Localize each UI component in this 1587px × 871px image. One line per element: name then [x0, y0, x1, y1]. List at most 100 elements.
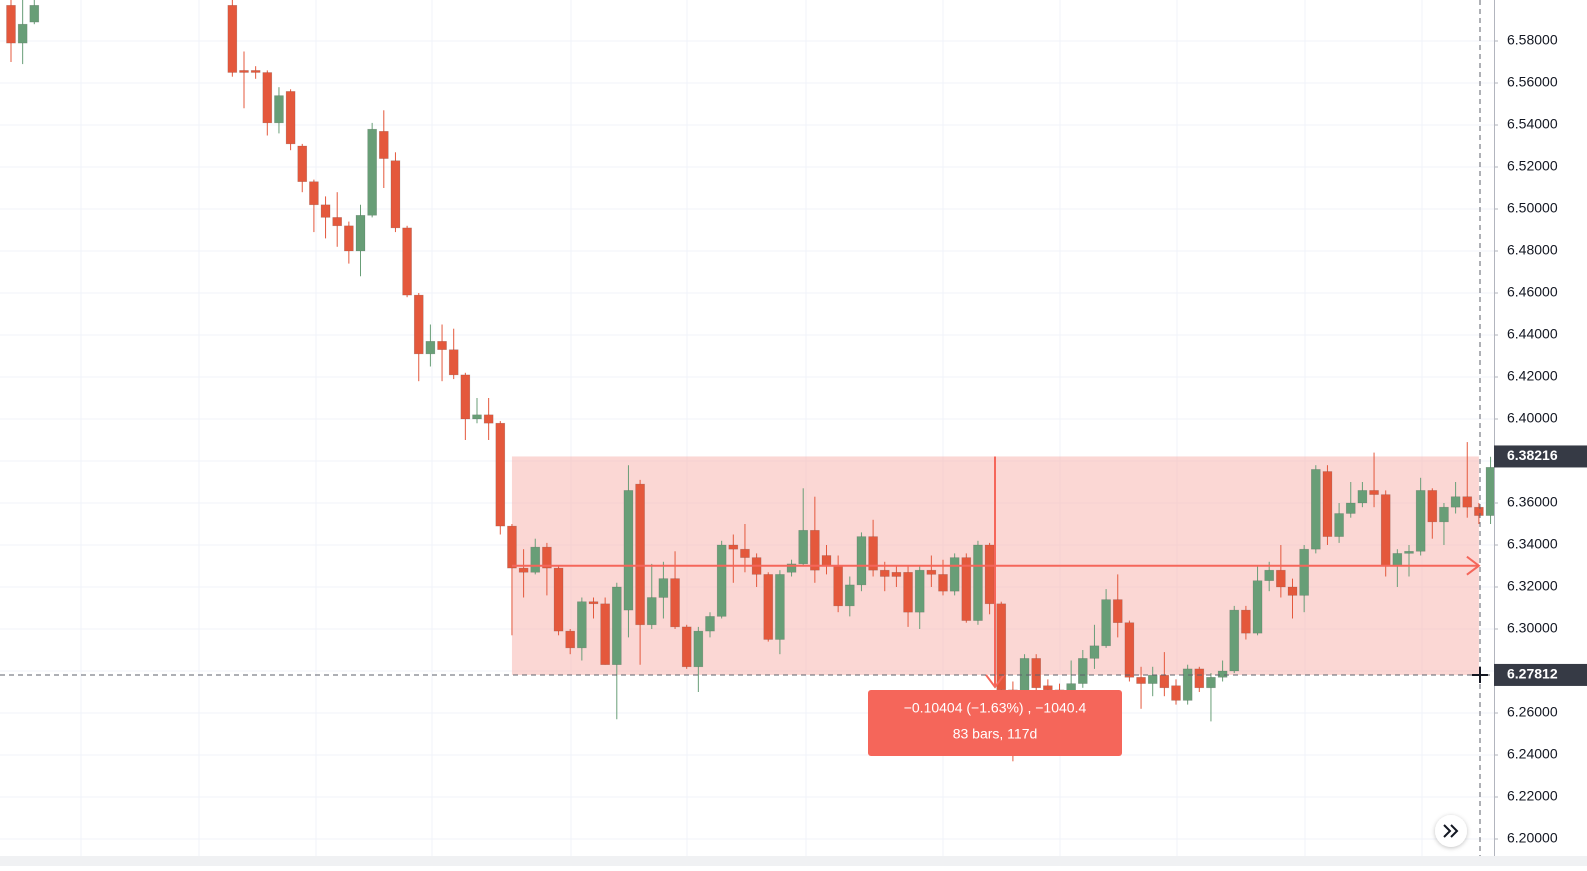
- candle-body: [681, 626, 692, 668]
- y-tick-label: 6.40000: [1507, 410, 1558, 426]
- price-label: 6.27812: [1507, 666, 1558, 682]
- candle-body: [1252, 580, 1263, 634]
- candle-body: [670, 578, 680, 628]
- candle-body: [646, 597, 657, 626]
- measure-label-line: 83 bars, 117d: [953, 726, 1038, 742]
- candle-body: [577, 601, 587, 649]
- candle-body: [879, 569, 890, 577]
- candle-body: [600, 603, 610, 665]
- candle-body: [507, 525, 517, 569]
- price-label: 6.38216: [1507, 447, 1558, 463]
- scroll-icon[interactable]: [1443, 824, 1459, 838]
- candle-body: [1474, 506, 1484, 516]
- candle-body: [1241, 609, 1251, 634]
- candle-body: [740, 548, 750, 558]
- y-tick-label: 6.58000: [1507, 32, 1558, 48]
- candle-body: [402, 227, 412, 296]
- candle-body: [518, 567, 529, 573]
- candle-body: [728, 544, 739, 550]
- candle-body: [250, 70, 261, 73]
- candle-body: [903, 571, 913, 613]
- candle-body: [1485, 466, 1494, 516]
- candles: [6, 0, 1494, 762]
- candle-body: [448, 349, 459, 376]
- scroll-button[interactable]: [1435, 815, 1467, 847]
- candle-body: [763, 574, 774, 640]
- candle-body: [227, 4, 238, 73]
- candle-body: [437, 340, 447, 350]
- y-tick-label: 6.36000: [1507, 494, 1558, 510]
- candle-body: [1159, 674, 1170, 689]
- y-tick-label: 6.52000: [1507, 158, 1558, 174]
- y-tick-label: 6.30000: [1507, 620, 1558, 636]
- candle-body: [367, 128, 377, 216]
- candle-body: [984, 544, 995, 605]
- candle-body: [1415, 490, 1426, 552]
- candle-body: [716, 544, 727, 617]
- candle-body: [1043, 685, 1053, 691]
- price-axis: 6.200006.220006.240006.260006.280006.300…: [1494, 32, 1587, 846]
- candle-body: [285, 91, 296, 145]
- candle-body: [1392, 553, 1403, 567]
- candle-body: [926, 569, 937, 575]
- candle-body: [29, 4, 40, 23]
- y-tick-label: 6.46000: [1507, 284, 1558, 300]
- candle-body: [961, 557, 972, 621]
- candle-body: [1439, 506, 1449, 523]
- candle-body: [693, 630, 704, 668]
- y-tick-label: 6.44000: [1507, 326, 1558, 342]
- candle-body: [1206, 676, 1216, 689]
- candle-body: [1101, 599, 1111, 647]
- y-tick-label: 6.22000: [1507, 788, 1558, 804]
- candle-body: [565, 630, 576, 649]
- crosshair-cursor: [1472, 666, 1488, 683]
- candle-body: [355, 214, 366, 252]
- price-label-box: [1494, 663, 1587, 686]
- candle-body: [239, 70, 249, 73]
- measure-label-box: [868, 690, 1122, 756]
- candle-body: [891, 571, 902, 577]
- candle-body: [611, 586, 622, 665]
- measure-label-line: −0.10404 (−1.63%) , −1040.4: [904, 700, 1087, 716]
- candle-body: [1124, 622, 1135, 678]
- candle-body: [705, 616, 715, 632]
- candle-body: [1147, 674, 1158, 684]
- y-tick-label: 6.56000: [1507, 74, 1558, 90]
- candle-body: [320, 204, 331, 218]
- candle-body: [309, 181, 319, 206]
- candle-body: [810, 529, 820, 571]
- candle-body: [262, 72, 273, 124]
- candle-body: [1182, 668, 1193, 701]
- y-tick-label: 6.26000: [1507, 704, 1558, 720]
- candle-body: [1276, 569, 1286, 588]
- candle-body: [1380, 494, 1391, 567]
- candle-body: [390, 160, 401, 229]
- vertical-arrow-head: [985, 674, 1005, 689]
- candle-body: [1345, 502, 1356, 514]
- candle-body: [378, 130, 389, 159]
- candle-body: [856, 536, 867, 586]
- candle-body: [798, 529, 809, 565]
- candle-body: [588, 601, 599, 605]
- candle-body: [658, 578, 669, 598]
- candle-body: [460, 374, 471, 420]
- candle-body: [833, 565, 843, 607]
- candle-body: [1427, 490, 1438, 523]
- candle-body: [623, 490, 634, 611]
- candle-body: [472, 414, 482, 420]
- candle-body: [297, 145, 308, 182]
- candle-body: [1112, 599, 1123, 623]
- candle-body: [949, 557, 960, 592]
- candle-body: [1194, 668, 1205, 689]
- candle-body: [821, 555, 832, 567]
- candle-body: [483, 414, 494, 424]
- candle-body: [332, 217, 343, 227]
- y-tick-label: 6.24000: [1507, 746, 1558, 762]
- candle-body: [1264, 569, 1274, 581]
- candle-body: [6, 4, 16, 44]
- candle-body: [973, 544, 983, 621]
- candle-body: [775, 574, 785, 640]
